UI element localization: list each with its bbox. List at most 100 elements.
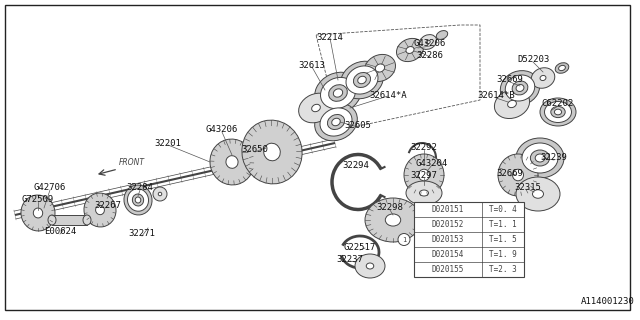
Text: G43206: G43206 xyxy=(414,39,446,49)
Text: T=2. 3: T=2. 3 xyxy=(489,265,517,274)
Text: 32214: 32214 xyxy=(317,33,344,42)
Text: D020153: D020153 xyxy=(432,235,464,244)
Text: 32297: 32297 xyxy=(411,172,437,180)
Text: 32613: 32613 xyxy=(299,60,325,69)
Ellipse shape xyxy=(321,77,355,108)
Text: 32239: 32239 xyxy=(541,154,568,163)
Ellipse shape xyxy=(355,254,385,278)
Text: 32286: 32286 xyxy=(417,51,444,60)
Ellipse shape xyxy=(513,169,524,181)
Ellipse shape xyxy=(508,100,516,108)
Text: 32201: 32201 xyxy=(155,139,181,148)
Text: G22517: G22517 xyxy=(344,244,376,252)
Ellipse shape xyxy=(312,104,321,112)
Ellipse shape xyxy=(512,81,528,95)
Text: D020152: D020152 xyxy=(432,220,464,229)
Ellipse shape xyxy=(531,68,555,88)
Bar xyxy=(414,202,524,277)
Ellipse shape xyxy=(540,98,576,126)
Text: D020151: D020151 xyxy=(432,205,464,214)
Ellipse shape xyxy=(346,66,378,94)
Ellipse shape xyxy=(358,76,366,84)
Ellipse shape xyxy=(419,190,429,196)
Ellipse shape xyxy=(540,76,546,81)
Ellipse shape xyxy=(375,64,385,72)
Circle shape xyxy=(398,234,410,245)
Text: T=1. 5: T=1. 5 xyxy=(489,235,517,244)
Text: 32614*A: 32614*A xyxy=(369,91,407,100)
Ellipse shape xyxy=(328,115,344,130)
Ellipse shape xyxy=(333,89,342,97)
Text: G42706: G42706 xyxy=(34,183,66,193)
Ellipse shape xyxy=(397,38,424,61)
Ellipse shape xyxy=(404,154,444,196)
Text: 32267: 32267 xyxy=(95,201,122,210)
Ellipse shape xyxy=(498,154,538,196)
Ellipse shape xyxy=(522,143,558,173)
Text: 32284: 32284 xyxy=(127,183,154,193)
Text: 32650: 32650 xyxy=(241,146,268,155)
Ellipse shape xyxy=(495,90,529,118)
Ellipse shape xyxy=(419,35,436,49)
Ellipse shape xyxy=(320,108,352,136)
Ellipse shape xyxy=(210,139,254,185)
Ellipse shape xyxy=(406,181,442,205)
Ellipse shape xyxy=(551,106,565,117)
Ellipse shape xyxy=(340,61,383,99)
Ellipse shape xyxy=(385,214,401,226)
Text: 1: 1 xyxy=(402,236,406,243)
Text: D52203: D52203 xyxy=(517,55,549,65)
Text: A114001230: A114001230 xyxy=(581,298,635,307)
Ellipse shape xyxy=(226,156,238,168)
Text: T=1. 1: T=1. 1 xyxy=(489,220,517,229)
Ellipse shape xyxy=(366,263,374,269)
Text: T=1. 9: T=1. 9 xyxy=(489,250,517,259)
Ellipse shape xyxy=(505,75,535,101)
Text: C62202: C62202 xyxy=(542,100,574,108)
Ellipse shape xyxy=(135,197,141,203)
Text: 32614*B: 32614*B xyxy=(477,92,515,100)
Ellipse shape xyxy=(365,54,396,82)
Text: 32669: 32669 xyxy=(497,170,524,179)
Ellipse shape xyxy=(84,193,116,227)
Text: 32237: 32237 xyxy=(337,255,364,265)
Ellipse shape xyxy=(299,93,333,123)
Ellipse shape xyxy=(95,205,104,215)
Ellipse shape xyxy=(332,118,340,126)
Ellipse shape xyxy=(264,143,280,161)
Ellipse shape xyxy=(535,154,545,162)
Ellipse shape xyxy=(500,71,540,105)
Ellipse shape xyxy=(48,215,56,225)
Ellipse shape xyxy=(365,198,421,242)
Ellipse shape xyxy=(532,190,543,198)
Ellipse shape xyxy=(329,85,348,101)
Ellipse shape xyxy=(545,101,572,123)
Text: G43204: G43204 xyxy=(416,158,448,167)
Ellipse shape xyxy=(83,215,91,225)
Text: 32298: 32298 xyxy=(376,204,403,212)
Ellipse shape xyxy=(554,109,562,115)
Text: 32294: 32294 xyxy=(342,161,369,170)
Ellipse shape xyxy=(516,138,564,178)
Text: D020155: D020155 xyxy=(432,265,464,274)
Ellipse shape xyxy=(436,31,448,39)
Ellipse shape xyxy=(158,192,162,196)
Text: 32271: 32271 xyxy=(129,229,156,238)
Ellipse shape xyxy=(559,65,565,71)
Ellipse shape xyxy=(516,84,524,92)
Ellipse shape xyxy=(21,195,55,231)
Text: 32605: 32605 xyxy=(344,121,371,130)
Text: G72509: G72509 xyxy=(22,196,54,204)
Ellipse shape xyxy=(531,150,550,166)
Ellipse shape xyxy=(556,63,569,73)
Ellipse shape xyxy=(33,208,43,218)
Text: E00624: E00624 xyxy=(44,228,76,236)
Text: FRONT: FRONT xyxy=(119,158,145,167)
Ellipse shape xyxy=(153,187,167,201)
Text: 32292: 32292 xyxy=(411,143,437,153)
Text: 32315: 32315 xyxy=(515,182,541,191)
Ellipse shape xyxy=(315,72,362,114)
Ellipse shape xyxy=(132,194,143,206)
Text: T=0. 4: T=0. 4 xyxy=(489,205,517,214)
Ellipse shape xyxy=(127,189,148,211)
